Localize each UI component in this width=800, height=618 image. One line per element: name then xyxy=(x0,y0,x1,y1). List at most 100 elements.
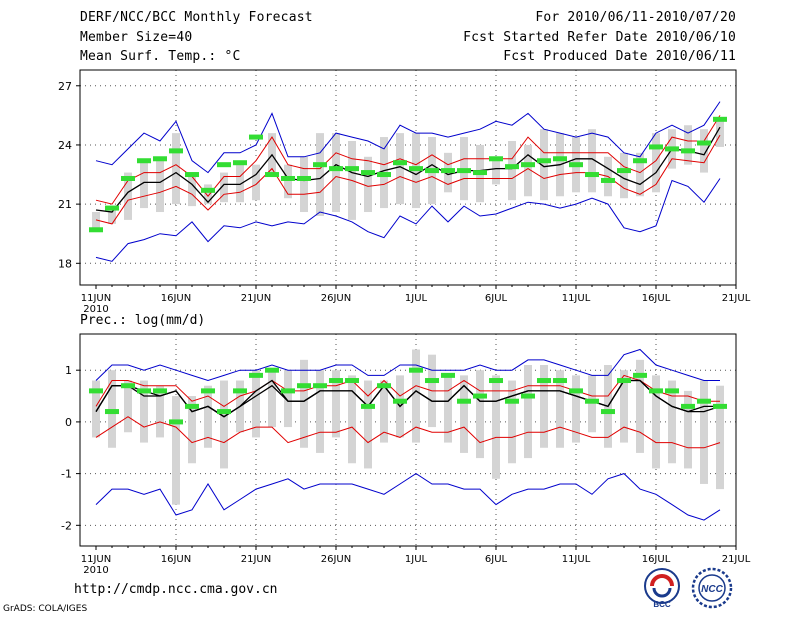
y-tick-label: -2 xyxy=(61,519,72,532)
box-0 xyxy=(92,212,100,232)
observed-marker-3 xyxy=(137,388,151,394)
observed-marker-18 xyxy=(377,383,391,389)
box-27 xyxy=(524,144,532,197)
box-16 xyxy=(348,375,356,464)
series-ensemble-max xyxy=(95,101,721,174)
observed-marker-35 xyxy=(649,388,663,394)
box-5 xyxy=(172,133,180,205)
observed-marker-6 xyxy=(185,172,199,178)
observed-marker-10 xyxy=(249,372,263,378)
observed-marker-20 xyxy=(409,166,423,172)
box-17 xyxy=(364,156,372,213)
box-4 xyxy=(156,156,164,213)
box-1 xyxy=(108,370,116,448)
observed-marker-33 xyxy=(617,378,631,384)
panel-frame xyxy=(79,69,737,286)
box-23 xyxy=(460,375,468,453)
observed-marker-4 xyxy=(153,388,167,394)
series-lower-band xyxy=(95,134,721,225)
x-tick-label: 21JUL xyxy=(722,293,751,304)
x-tick-label: 26JUN xyxy=(321,293,351,304)
box-30 xyxy=(572,375,580,443)
forecast-period: For 2010/06/11-2010/07/20 xyxy=(535,10,736,25)
series-ensemble-max xyxy=(95,348,720,382)
observed-marker-13 xyxy=(297,383,311,389)
box-35 xyxy=(652,375,660,469)
observed-marker-26 xyxy=(505,398,519,404)
x-tick-label: 1JUL xyxy=(405,554,428,565)
x-tick-label: 26JUN xyxy=(321,554,351,565)
series-ensemble-min xyxy=(95,473,721,521)
box-27 xyxy=(524,365,532,459)
box-25 xyxy=(492,375,500,479)
observed-marker-38 xyxy=(697,140,711,146)
series-median xyxy=(95,126,721,213)
observed-marker-14 xyxy=(313,383,327,389)
observed-marker-30 xyxy=(569,388,583,394)
start-date: Fcst Started Refer Date 2010/06/10 xyxy=(463,30,736,45)
observed-marker-39 xyxy=(713,403,727,409)
box-2 xyxy=(124,380,132,433)
box-15 xyxy=(332,370,340,438)
chart-title: DERF/NCC/BCC Monthly Forecast xyxy=(80,10,313,25)
x-tick-label: 16JUN xyxy=(161,554,191,565)
observed-marker-0 xyxy=(89,227,103,233)
observed-marker-8 xyxy=(217,162,231,168)
box-0 xyxy=(92,380,100,438)
observed-marker-23 xyxy=(457,398,471,404)
x-tick-label: 11JUL xyxy=(562,554,591,565)
box-33 xyxy=(620,152,628,199)
observed-marker-9 xyxy=(233,160,247,166)
x-tick-label: 16JUN xyxy=(161,293,191,304)
box-39 xyxy=(716,385,724,490)
observed-marker-37 xyxy=(681,148,695,154)
observed-marker-13 xyxy=(297,175,311,181)
box-11 xyxy=(268,370,276,428)
y-tick-label: 1 xyxy=(65,364,72,377)
observed-marker-34 xyxy=(633,158,647,164)
source-url[interactable]: http://cmdp.ncc.cma.gov.cn xyxy=(74,582,278,597)
box-7 xyxy=(204,184,212,205)
box-19 xyxy=(396,133,404,205)
x-tick-label: 16JUL xyxy=(642,293,671,304)
box-34 xyxy=(636,359,644,453)
panel-title-prec: Prec.: log(mm/d) xyxy=(80,313,205,328)
observed-marker-36 xyxy=(665,146,679,152)
y-tick-label: -1 xyxy=(61,468,72,481)
box-28 xyxy=(540,129,548,201)
x-year-label: 2010 xyxy=(83,565,108,576)
x-tick-label: 21JUN xyxy=(241,554,271,565)
observed-marker-33 xyxy=(617,168,631,174)
box-31 xyxy=(588,129,596,193)
observed-marker-4 xyxy=(153,156,167,162)
observed-marker-32 xyxy=(601,177,615,183)
y-tick-label: 24 xyxy=(58,139,72,152)
observed-marker-38 xyxy=(697,398,711,404)
observed-marker-8 xyxy=(217,409,231,415)
observed-marker-1 xyxy=(105,409,119,415)
produced-date: Fcst Produced Date 2010/06/11 xyxy=(503,49,736,64)
box-14 xyxy=(316,370,324,453)
observed-marker-25 xyxy=(489,156,503,162)
observed-marker-17 xyxy=(361,170,375,176)
member-size-label: Member Size=40 xyxy=(80,30,193,45)
box-26 xyxy=(508,380,516,464)
observed-marker-20 xyxy=(409,367,423,373)
observed-marker-2 xyxy=(121,383,135,389)
observed-marker-5 xyxy=(169,419,183,425)
box-31 xyxy=(588,375,596,433)
observed-marker-29 xyxy=(553,378,567,384)
box-25 xyxy=(492,156,500,185)
box-35 xyxy=(652,133,660,193)
observed-marker-15 xyxy=(329,166,343,172)
observed-marker-2 xyxy=(121,175,135,181)
box-5 xyxy=(172,396,180,505)
box-12 xyxy=(284,370,292,428)
observed-marker-14 xyxy=(313,162,327,168)
box-39 xyxy=(716,121,724,147)
box-10 xyxy=(252,370,260,438)
x-tick-label: 21JUN xyxy=(241,293,271,304)
box-2 xyxy=(124,172,132,220)
grads-credit: GrADS: COLA/IGES xyxy=(3,604,88,614)
observed-marker-16 xyxy=(345,166,359,172)
